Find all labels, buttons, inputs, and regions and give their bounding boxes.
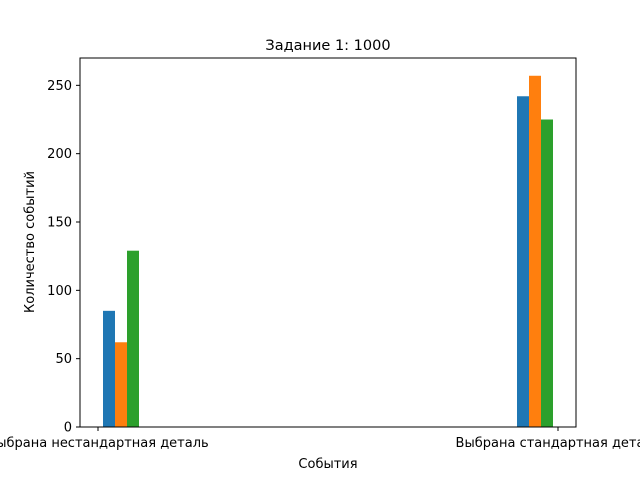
bar-series1-category2 (517, 96, 529, 428)
bar-series2-category2 (529, 75, 541, 428)
y-tick-label: 250 (47, 79, 72, 94)
y-tick-label: 50 (55, 352, 72, 367)
x-axis-label: События (298, 457, 357, 472)
x-tick-label: Выбрана нестандартная деталь (0, 436, 209, 451)
y-tick-label: 150 (47, 216, 72, 231)
bar-series2-category1 (115, 342, 127, 427)
x-axis: Выбрана нестандартная деталь Выбрана стан… (0, 427, 640, 451)
plot-frame (79, 57, 577, 428)
y-tick-label: 200 (47, 147, 72, 162)
bar-series1-category1 (103, 310, 115, 427)
chart-title: Задание 1: 1000 (265, 38, 390, 54)
y-tick-label: 100 (47, 284, 72, 299)
y-tick-label: 0 (64, 421, 72, 436)
y-axis: 0 50 100 150 200 250 (47, 79, 80, 436)
y-axis-label: Количество событий (23, 171, 38, 313)
bar-series3-category2 (541, 119, 553, 427)
bar-series3-category1 (127, 250, 139, 427)
bars-group (103, 75, 553, 428)
x-tick-label: Выбрана стандартная деталь (456, 436, 640, 451)
